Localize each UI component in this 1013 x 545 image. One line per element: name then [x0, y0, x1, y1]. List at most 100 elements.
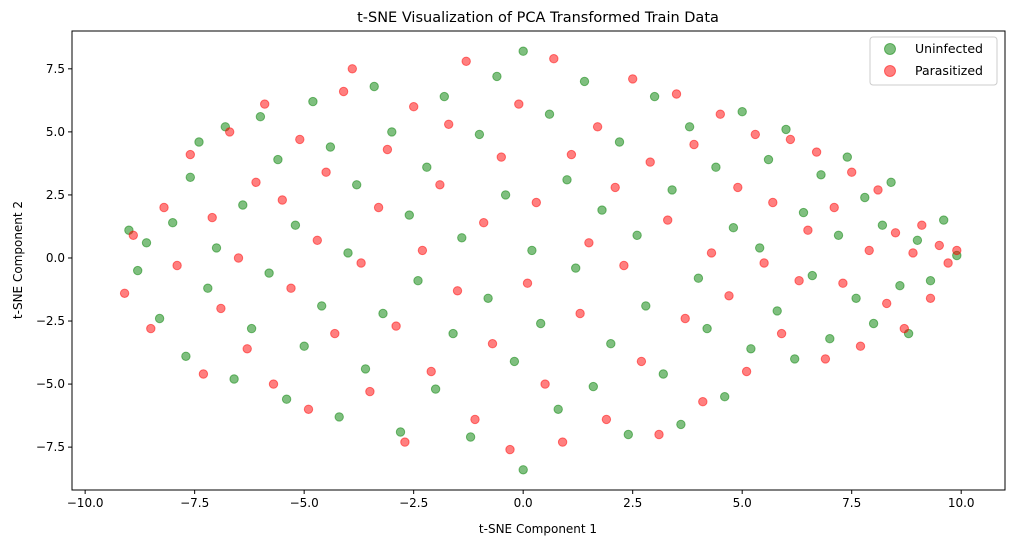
x-tick-label: 2.5: [623, 496, 642, 510]
data-point-parasitized: [435, 180, 445, 190]
data-point-parasitized: [820, 354, 831, 364]
data-point-uninfected: [562, 175, 572, 185]
data-point-parasitized: [295, 134, 305, 145]
data-point-parasitized: [566, 149, 577, 160]
data-point-uninfected: [711, 162, 721, 172]
data-point-uninfected: [737, 107, 747, 117]
data-point-uninfected: [833, 230, 844, 241]
data-point-uninfected: [860, 192, 870, 203]
data-point-parasitized: [286, 283, 296, 293]
data-point-parasitized: [741, 366, 752, 377]
legend: Uninfected Parasitized: [869, 36, 998, 86]
legend-marker-uninfected: [884, 43, 896, 55]
data-point-parasitized: [557, 437, 568, 447]
data-point-uninfected: [457, 233, 467, 243]
data-point-parasitized: [321, 167, 331, 177]
data-point-parasitized: [671, 89, 682, 99]
data-point-parasitized: [400, 437, 410, 447]
data-point-uninfected: [290, 220, 301, 230]
x-tick-label: −10.0: [67, 496, 104, 510]
data-point-uninfected: [369, 81, 379, 92]
data-point-uninfected: [492, 71, 502, 82]
data-point-uninfected: [571, 263, 581, 273]
data-point-parasitized: [943, 258, 953, 268]
data-point-uninfected: [181, 351, 191, 361]
data-point-uninfected: [518, 465, 528, 475]
data-point-uninfected: [413, 276, 423, 286]
data-point-parasitized: [794, 276, 804, 286]
x-tick-label: 10.0: [948, 496, 975, 510]
data-point-parasitized: [172, 260, 182, 271]
data-point-parasitized: [540, 379, 550, 389]
data-point-parasitized: [444, 119, 454, 130]
y-tick-label: 0.0: [46, 251, 65, 265]
data-point-uninfected: [588, 381, 598, 392]
data-point-uninfected: [816, 170, 826, 180]
data-point-parasitized: [733, 182, 743, 193]
data-point-uninfected: [246, 323, 257, 334]
data-point-uninfected: [141, 238, 152, 248]
data-point-uninfected: [868, 318, 879, 329]
data-point-parasitized: [584, 238, 594, 248]
data-point-uninfected: [439, 91, 449, 102]
data-point-uninfected: [185, 172, 196, 183]
data-point-uninfected: [308, 96, 318, 107]
data-point-parasitized: [934, 240, 944, 251]
chart-title: t-SNE Visualization of PCA Transformed T…: [357, 10, 719, 26]
data-point-parasitized: [330, 328, 340, 339]
data-point-uninfected: [334, 412, 344, 422]
data-point-uninfected: [597, 205, 607, 215]
data-point-parasitized: [391, 321, 401, 331]
data-point-parasitized: [706, 248, 717, 258]
data-point-parasitized: [159, 202, 169, 213]
data-point-uninfected: [154, 313, 165, 324]
data-point-parasitized: [601, 414, 612, 425]
data-point-uninfected: [395, 427, 406, 437]
data-point-parasitized: [505, 444, 515, 455]
data-point-parasitized: [575, 308, 585, 319]
series-parasitized: [119, 54, 962, 455]
data-point-uninfected: [343, 248, 353, 258]
data-point-parasitized: [338, 86, 349, 97]
x-tick-label: −7.5: [180, 496, 209, 510]
data-point-uninfected: [851, 293, 861, 303]
data-point-uninfected: [684, 122, 695, 132]
y-tick-label: 2.5: [46, 188, 65, 202]
data-point-parasitized: [373, 202, 384, 213]
legend-marker-parasitized: [884, 65, 896, 77]
data-point-parasitized: [628, 74, 638, 84]
data-point-parasitized: [514, 99, 524, 109]
data-point-parasitized: [347, 64, 357, 74]
x-tick-label: 7.5: [842, 496, 861, 510]
data-point-uninfected: [728, 223, 739, 233]
x-tick-label: −2.5: [399, 496, 428, 510]
legend-box: [869, 36, 998, 86]
data-point-uninfected: [781, 124, 791, 135]
data-point-uninfected: [790, 354, 800, 364]
data-point-uninfected: [203, 283, 213, 293]
data-point-parasitized: [899, 323, 909, 334]
data-point-parasitized: [698, 397, 708, 407]
data-point-parasitized: [689, 139, 699, 150]
data-point-parasitized: [811, 147, 822, 157]
data-point-uninfected: [518, 46, 528, 56]
data-point-parasitized: [882, 298, 892, 309]
data-point-parasitized: [917, 220, 927, 230]
data-point-parasitized: [382, 144, 393, 155]
data-point-parasitized: [198, 369, 209, 379]
data-point-parasitized: [312, 235, 322, 246]
data-point-parasitized: [838, 278, 848, 288]
data-point-parasitized: [768, 197, 778, 208]
data-point-parasitized: [776, 328, 787, 339]
data-point-uninfected: [842, 152, 852, 162]
y-tick-label: −5.0: [36, 377, 65, 391]
data-point-uninfected: [925, 276, 936, 286]
data-point-parasitized: [873, 185, 883, 195]
data-point-uninfected: [255, 112, 266, 122]
data-point-parasitized: [409, 102, 419, 112]
x-tick-label: −5.0: [290, 496, 319, 510]
data-point-parasitized: [470, 414, 480, 425]
data-point-parasitized: [654, 429, 664, 440]
data-point-uninfected: [693, 273, 704, 283]
data-point-uninfected: [387, 127, 397, 137]
